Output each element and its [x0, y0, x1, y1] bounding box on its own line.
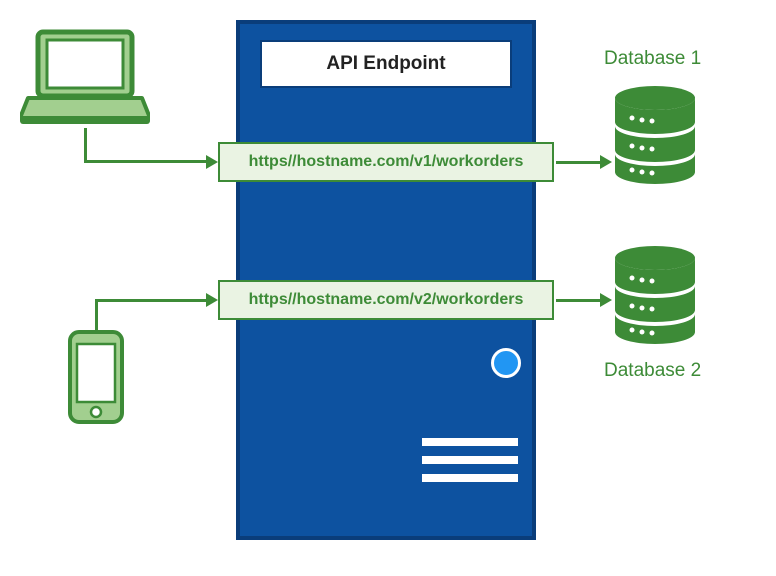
database-1-label: Database 1: [604, 48, 701, 70]
arrow-segment: [556, 299, 600, 302]
arrow-head-icon: [600, 155, 612, 169]
phone-icon: [68, 330, 124, 424]
arrow-head-icon: [206, 155, 218, 169]
endpoint-v2: https//hostname.com/v2/workorders: [218, 280, 554, 320]
endpoint-v1-url: https//hostname.com/v1/workorders: [249, 153, 524, 171]
arrow-segment: [84, 128, 87, 162]
endpoint-v2-url: https//hostname.com/v2/workorders: [249, 291, 524, 309]
database-icon: [612, 84, 698, 184]
api-endpoint-header: API Endpoint: [260, 40, 512, 88]
arrow-segment: [556, 161, 600, 164]
server-vent: [422, 474, 518, 482]
arrow-head-icon: [600, 293, 612, 307]
server-vent: [422, 456, 518, 464]
server-vent: [422, 438, 518, 446]
database-2-label: Database 2: [604, 360, 701, 382]
database-icon: [612, 244, 698, 344]
laptop-icon: [20, 28, 150, 128]
arrow-segment: [95, 300, 98, 330]
endpoint-v1: https//hostname.com/v1/workorders: [218, 142, 554, 182]
api-endpoint-title: API Endpoint: [326, 53, 445, 75]
power-button-icon: [491, 348, 521, 378]
arrow-segment: [95, 299, 206, 302]
arrow-head-icon: [206, 293, 218, 307]
arrow-segment: [84, 160, 206, 163]
